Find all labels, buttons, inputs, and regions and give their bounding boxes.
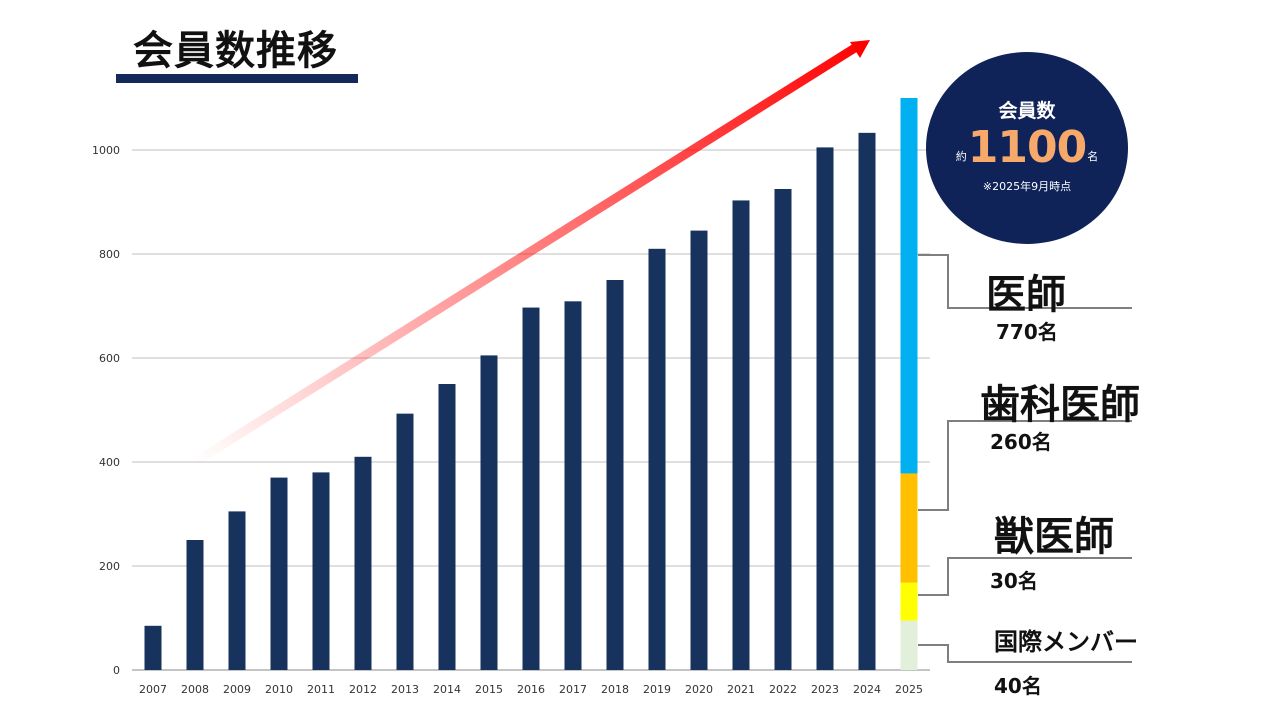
leader-line	[918, 644, 1132, 663]
stacked-segment	[900, 98, 918, 474]
member-total-badge: 会員数 約 1100 名 ※2025年9月時点	[926, 52, 1128, 244]
bar	[606, 280, 624, 670]
x-tick-label: 2023	[811, 683, 839, 696]
leader-line	[918, 420, 1132, 511]
x-tick-label: 2019	[643, 683, 671, 696]
category-count-international: 40名	[994, 674, 1042, 698]
category-count-veterinarians: 30名	[990, 569, 1038, 593]
category-label-dentists: 歯科医師	[980, 382, 1140, 428]
bar	[648, 248, 666, 671]
category-label-international: 国際メンバー	[994, 628, 1138, 656]
leader-line	[918, 557, 1132, 596]
x-tick-label: 2010	[265, 683, 293, 696]
x-tick-label: 2009	[223, 683, 251, 696]
title-underline	[116, 74, 358, 83]
x-tick-label: 2017	[559, 683, 587, 696]
page-title: 会員数推移	[133, 28, 338, 74]
category-count-dentists: 260名	[990, 430, 1052, 454]
bar	[522, 307, 540, 670]
bar	[270, 477, 288, 670]
stacked-segment	[900, 582, 918, 621]
x-tick-label: 2007	[139, 683, 167, 696]
badge-label: 会員数	[998, 100, 1056, 122]
bar	[564, 301, 582, 670]
bar	[396, 413, 414, 670]
badge-number: 1100	[967, 122, 1087, 173]
bar	[186, 540, 204, 670]
x-tick-label: 2012	[349, 683, 377, 696]
stacked-segment	[900, 620, 918, 670]
y-tick-label: 1000	[92, 144, 120, 157]
x-tick-label: 2014	[433, 683, 461, 696]
x-tick-label: 2025	[895, 683, 923, 696]
badge-note: ※2025年9月時点	[982, 180, 1072, 193]
x-tick-label: 2020	[685, 683, 713, 696]
x-tick-label: 2008	[181, 683, 209, 696]
bar	[144, 625, 162, 670]
x-tick-label: 2015	[475, 683, 503, 696]
bar	[354, 456, 372, 670]
leader-line	[918, 254, 1132, 309]
trend-arrow-head	[850, 40, 870, 58]
stacked-segment	[900, 473, 918, 583]
x-tick-label: 2016	[517, 683, 545, 696]
category-count-physicians: 770名	[996, 320, 1058, 344]
bar	[732, 200, 750, 670]
category-label-physicians: 医師	[986, 272, 1066, 318]
x-tick-label: 2018	[601, 683, 629, 696]
y-tick-label: 800	[99, 248, 120, 261]
trend-arrow	[192, 42, 861, 466]
bar	[480, 355, 498, 670]
badge-approx: 約	[955, 150, 967, 163]
bar	[228, 511, 246, 670]
category-label-veterinarians: 獣医師	[994, 514, 1114, 560]
bar	[690, 230, 708, 670]
x-tick-label: 2021	[727, 683, 755, 696]
x-tick-label: 2024	[853, 683, 881, 696]
bar	[438, 384, 456, 670]
bar	[312, 472, 330, 670]
badge-unit: 名	[1087, 150, 1099, 163]
x-tick-label: 2011	[307, 683, 335, 696]
bar	[774, 189, 792, 670]
x-tick-label: 2013	[391, 683, 419, 696]
bar	[816, 147, 834, 670]
y-tick-label: 600	[99, 352, 120, 365]
x-tick-label: 2022	[769, 683, 797, 696]
y-tick-label: 400	[99, 456, 120, 469]
y-tick-label: 0	[113, 664, 120, 677]
y-tick-label: 200	[99, 560, 120, 573]
bar	[858, 132, 876, 671]
badge-number-row: 約 1100 名	[926, 124, 1128, 172]
